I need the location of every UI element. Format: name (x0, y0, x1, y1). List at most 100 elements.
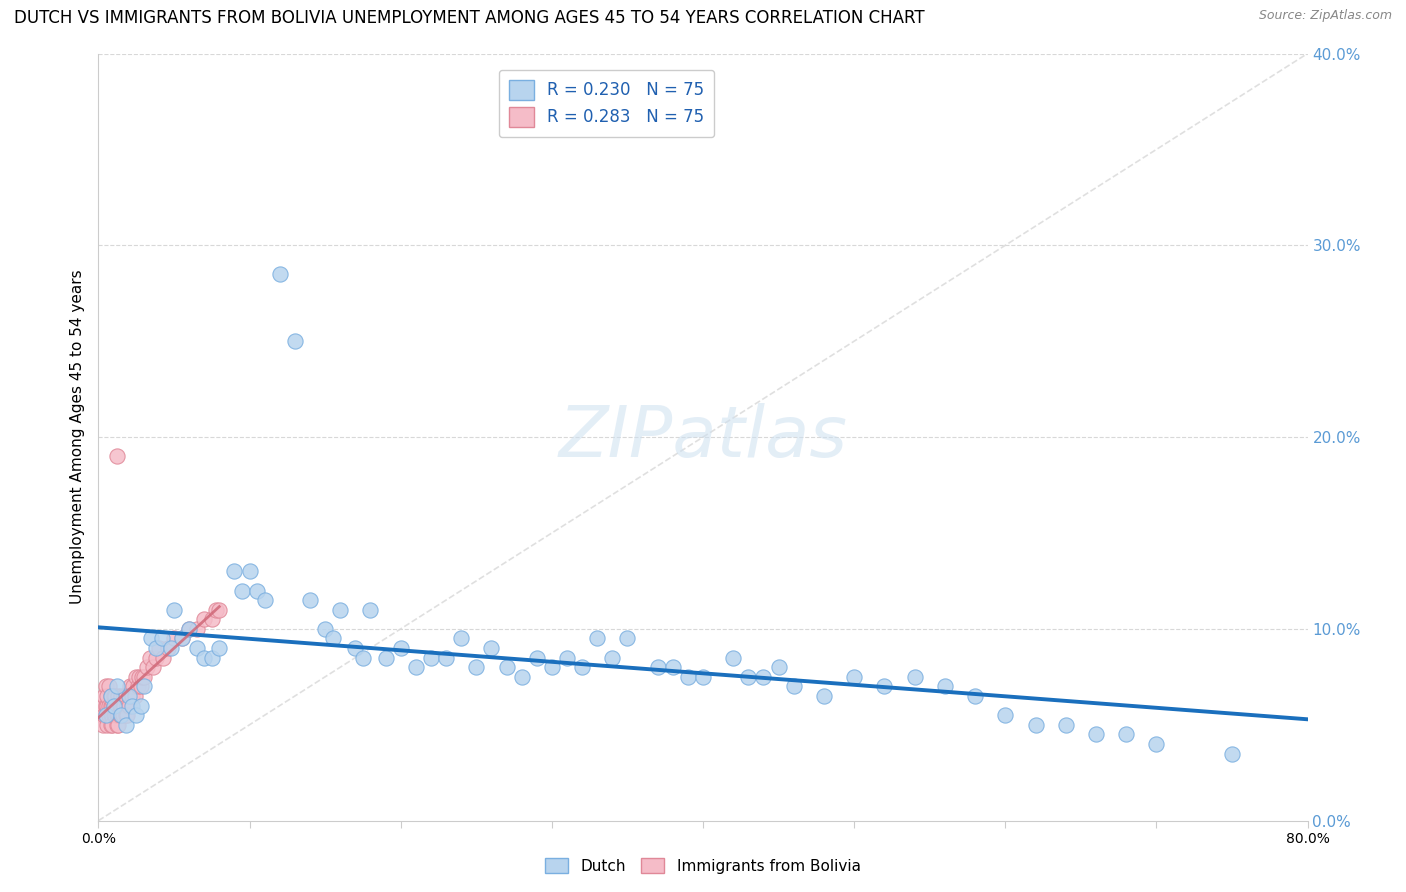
Point (115, 698, 138, 713)
Point (132, 670, 155, 684)
Point (101, 717, 124, 731)
Point (103, 689, 125, 703)
Point (586, 632, 609, 646)
Point (965, 689, 987, 703)
Point (352, 650, 374, 665)
Point (108, 708, 131, 723)
Point (125, 708, 148, 723)
Point (481, 641, 503, 656)
Point (405, 660, 427, 674)
Point (156, 641, 179, 656)
Point (163, 603, 186, 617)
Point (208, 641, 231, 656)
Point (465, 660, 488, 674)
Point (737, 670, 759, 684)
Point (1115, 727, 1137, 741)
Point (676, 670, 699, 684)
Point (142, 660, 165, 674)
Point (90, 708, 112, 723)
Point (129, 698, 152, 713)
Point (186, 622, 208, 636)
Point (495, 660, 517, 674)
Point (208, 603, 231, 617)
Point (121, 689, 143, 703)
Point (98, 680, 121, 694)
Point (111, 698, 134, 713)
Point (360, 603, 382, 617)
Point (1024, 717, 1046, 731)
Point (170, 632, 193, 646)
Point (284, 334, 307, 349)
Point (145, 641, 167, 656)
Point (374, 650, 396, 665)
Legend: Dutch, Immigrants from Bolivia: Dutch, Immigrants from Bolivia (540, 852, 866, 880)
Point (127, 680, 149, 694)
Point (224, 565, 246, 579)
Point (110, 708, 132, 723)
Point (118, 689, 141, 703)
Point (98, 708, 121, 723)
Point (510, 670, 533, 684)
Point (107, 689, 129, 703)
Point (98, 698, 121, 713)
Point (110, 698, 132, 713)
Point (112, 698, 135, 713)
Point (873, 680, 896, 694)
Point (101, 708, 124, 723)
Point (135, 660, 157, 674)
Point (96, 717, 118, 731)
Point (118, 698, 141, 713)
Point (112, 689, 135, 703)
Point (160, 641, 183, 656)
Point (179, 622, 201, 636)
Point (389, 641, 412, 656)
Point (844, 670, 866, 684)
Point (120, 680, 142, 694)
Point (114, 708, 136, 723)
Point (104, 698, 127, 713)
Point (114, 717, 136, 731)
Point (105, 680, 128, 694)
Point (555, 650, 578, 665)
Point (110, 689, 132, 703)
Point (100, 689, 122, 703)
Point (129, 680, 152, 694)
Point (661, 660, 683, 674)
Point (752, 670, 775, 684)
Point (105, 717, 128, 731)
Point (170, 632, 193, 646)
Point (145, 650, 167, 665)
Point (94, 708, 117, 723)
Point (107, 708, 129, 723)
Point (131, 670, 153, 684)
Point (103, 708, 125, 723)
Point (193, 650, 215, 665)
Point (904, 670, 927, 684)
Point (163, 632, 186, 646)
Point (118, 689, 141, 703)
Point (103, 698, 125, 713)
Point (616, 632, 638, 646)
Point (114, 689, 136, 703)
Point (540, 660, 562, 674)
Point (692, 670, 714, 684)
Point (94, 680, 117, 694)
Point (104, 708, 127, 723)
Point (314, 622, 336, 636)
Point (179, 622, 201, 636)
Point (108, 698, 131, 713)
Point (141, 632, 163, 646)
Point (602, 650, 624, 665)
Point (122, 680, 145, 694)
Point (152, 650, 174, 665)
Text: ZIPatlas: ZIPatlas (558, 402, 848, 472)
Point (1144, 737, 1167, 751)
Point (150, 632, 173, 646)
Point (105, 708, 128, 723)
Point (322, 632, 344, 646)
Point (231, 583, 253, 598)
Point (329, 603, 352, 617)
Point (100, 689, 122, 703)
Point (103, 698, 125, 713)
Point (94, 708, 117, 723)
